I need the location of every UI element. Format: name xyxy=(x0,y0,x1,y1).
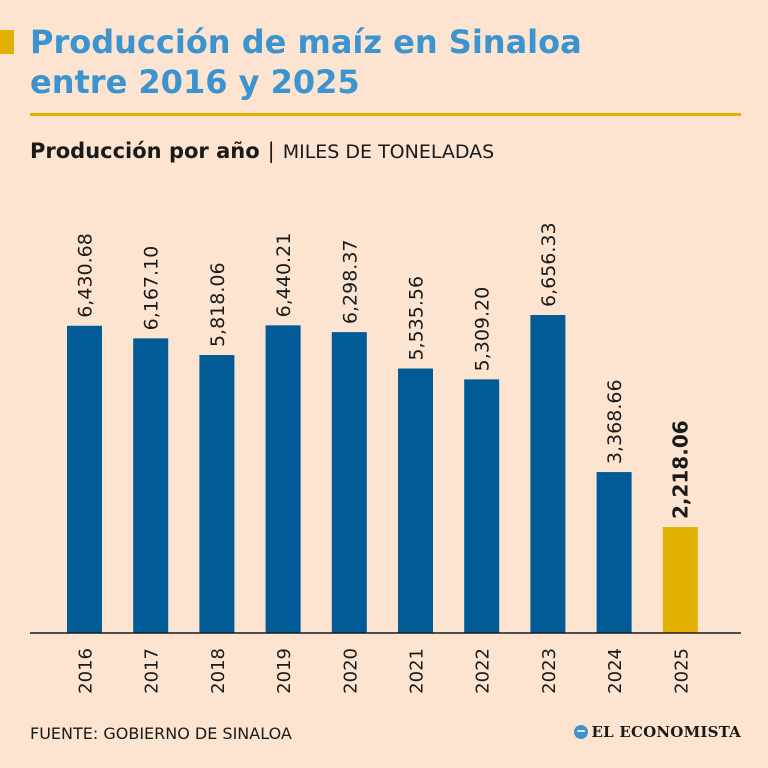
data-label-2023: 6,656.33 xyxy=(538,222,560,307)
x-tick-label-2017: 2017 xyxy=(142,648,163,694)
source-note: FUENTE: GOBIERNO DE SINALOA xyxy=(30,724,292,743)
data-label-2021: 5,535.56 xyxy=(406,276,428,361)
bar-2021 xyxy=(398,368,433,633)
data-label-2024: 3,368.66 xyxy=(604,379,626,464)
subtitle-separator: | xyxy=(267,139,275,163)
bar-2017 xyxy=(133,338,169,633)
data-label-2019: 6,440.21 xyxy=(273,233,295,318)
bar-2025 xyxy=(662,527,698,633)
x-tick-label-2018: 2018 xyxy=(208,648,229,694)
chart-title: Producción de maíz en Sinaloa entre 2016… xyxy=(30,22,750,102)
x-tick-label-2019: 2019 xyxy=(274,648,295,694)
data-label-2018: 5,818.06 xyxy=(207,262,229,347)
data-label-2025: 2,218.06 xyxy=(668,420,692,519)
data-label-2017: 6,167.10 xyxy=(141,246,163,331)
x-tick-label-2020: 2020 xyxy=(340,648,361,694)
bar-2024 xyxy=(596,472,632,633)
data-label-2016: 6,430.68 xyxy=(75,233,97,318)
subtitle-label: Producción por año xyxy=(30,139,260,163)
title-divider xyxy=(30,113,741,116)
brand-logo: EL ECONOMISTA xyxy=(573,723,741,741)
x-tick-label-2021: 2021 xyxy=(407,648,428,694)
x-tick-label-2022: 2022 xyxy=(473,648,494,694)
x-tick-label-2023: 2023 xyxy=(539,648,560,694)
data-label-2020: 6,298.37 xyxy=(339,239,361,324)
x-tick-label-2025: 2025 xyxy=(671,648,692,694)
brand-name: EL ECONOMISTA xyxy=(591,723,741,741)
chart-title-line-1: Producción de maíz en Sinaloa xyxy=(30,23,582,61)
brand-icon xyxy=(573,725,588,739)
subtitle-unit: MILES DE TONELADAS xyxy=(282,141,495,163)
bar-2022 xyxy=(464,379,500,633)
data-label-2022: 5,309.20 xyxy=(472,287,494,372)
title-accent-bar xyxy=(0,30,14,54)
bar-2016 xyxy=(67,325,102,633)
bar-2023 xyxy=(530,315,566,633)
chart-title-line-2: entre 2016 y 2025 xyxy=(30,63,360,101)
x-tick-label-2024: 2024 xyxy=(605,648,626,694)
chart-subtitle: Producción por año | MILES DE TONELADAS xyxy=(30,139,494,163)
bar-2020 xyxy=(331,332,367,633)
bar-2019 xyxy=(265,325,301,633)
x-tick-label-2016: 2016 xyxy=(76,648,97,694)
bar-2018 xyxy=(199,355,235,633)
